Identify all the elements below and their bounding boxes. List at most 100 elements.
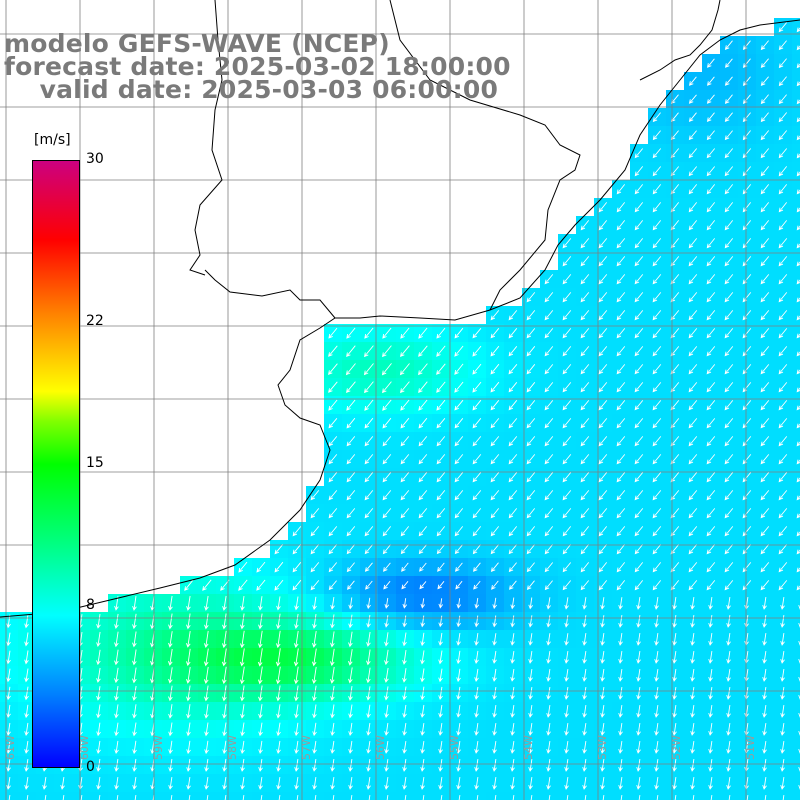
wind-arrow (222, 740, 227, 755)
wind-arrow (418, 381, 428, 394)
wind-arrow (239, 666, 245, 685)
wind-arrow (528, 777, 533, 790)
wind-cell (792, 72, 800, 91)
wind-arrow (688, 436, 698, 447)
wind-arrow (724, 364, 734, 375)
wind-arrow (508, 364, 518, 375)
wind-cell (54, 792, 73, 800)
wind-arrow (582, 705, 587, 718)
wind-arrow (114, 613, 119, 630)
wind-arrow (346, 399, 356, 411)
wind-arrow (634, 418, 644, 429)
wind-arrow (634, 454, 644, 465)
wind-cell (792, 792, 800, 800)
wind-arrow (760, 112, 769, 123)
wind-cell (0, 792, 19, 800)
wind-arrow (474, 668, 479, 683)
wind-arrow (760, 238, 770, 249)
wind-arrow (724, 400, 734, 411)
wind-arrow (564, 741, 569, 754)
wind-arrow (368, 795, 371, 800)
wind-arrow (634, 472, 644, 483)
wind-arrow (546, 759, 551, 772)
wind-arrow (672, 777, 677, 790)
wind-arrow (546, 651, 551, 664)
wind-arrow (778, 364, 788, 375)
wind-arrow (726, 633, 731, 646)
wind-arrow (365, 580, 373, 590)
wind-arrow (778, 22, 788, 33)
wind-arrow (616, 274, 626, 285)
wind-arrow (526, 562, 535, 573)
wind-arrow (455, 580, 463, 590)
wind-arrow (401, 581, 409, 590)
wind-cell (792, 234, 800, 253)
wind-arrow (328, 418, 338, 429)
wind-arrow (346, 454, 356, 465)
wind-cell (90, 792, 109, 800)
wind-arrow (96, 667, 101, 683)
wind-arrow (582, 741, 587, 754)
wind-arrow (778, 256, 788, 267)
wind-arrow (546, 705, 551, 718)
colorbar (32, 160, 80, 768)
wind-arrow (168, 758, 173, 772)
wind-arrow (760, 58, 769, 69)
wind-arrow (348, 667, 353, 684)
wind-arrow (347, 580, 355, 590)
wind-arrow (186, 685, 191, 702)
longitude-label: 52W (670, 735, 683, 760)
wind-arrow (490, 345, 500, 357)
wind-arrow (652, 526, 662, 537)
wind-arrow (204, 722, 209, 737)
wind-arrow (454, 436, 464, 447)
wind-cell (792, 126, 800, 145)
wind-arrow (618, 669, 623, 682)
wind-arrow (436, 327, 446, 339)
wind-arrow (616, 202, 626, 213)
wind-arrow (780, 615, 785, 628)
wind-arrow (402, 777, 407, 790)
longitude-label: 53W (596, 735, 609, 760)
wind-arrow (492, 705, 497, 718)
wind-arrow (418, 508, 428, 519)
wind-arrow (490, 562, 499, 573)
wind-arrow (24, 650, 29, 665)
wind-arrow (689, 76, 697, 86)
wind-arrow (672, 705, 677, 718)
wind-arrow (490, 526, 500, 537)
wind-arrow (292, 544, 302, 555)
wind-cell (720, 792, 739, 800)
wind-arrow (382, 417, 392, 429)
river-border-line (204, 269, 336, 319)
wind-arrow (546, 633, 551, 646)
wind-arrow (526, 526, 536, 537)
wind-arrow (652, 472, 662, 483)
wind-arrow (706, 544, 716, 555)
wind-arrow (708, 687, 713, 700)
wind-arrow (274, 579, 284, 591)
wind-arrow (346, 544, 356, 555)
wind-arrow (258, 685, 263, 702)
wind-arrow (222, 704, 227, 719)
wind-arrow (222, 613, 227, 630)
wind-arrow (706, 130, 715, 141)
wind-arrow (221, 666, 227, 685)
longitude-label: 57W (300, 735, 313, 760)
wind-arrow (492, 741, 497, 754)
wind-arrow (6, 650, 11, 665)
wind-arrow (312, 704, 317, 719)
wind-arrow (706, 490, 716, 501)
wind-cell (792, 162, 800, 181)
wind-arrow (274, 544, 284, 555)
wind-arrow (724, 382, 734, 393)
wind-arrow (798, 604, 800, 610)
wind-arrow (276, 613, 281, 630)
wind-arrow (203, 648, 209, 667)
wind-arrow (618, 633, 623, 646)
wind-arrow (544, 436, 554, 447)
wind-arrow (436, 436, 446, 447)
wind-arrow (364, 562, 373, 572)
wind-arrow (706, 94, 715, 104)
wind-cell (576, 792, 595, 800)
